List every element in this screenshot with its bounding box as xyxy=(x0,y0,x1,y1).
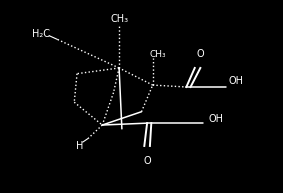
Text: CH₃: CH₃ xyxy=(110,14,128,24)
Text: CH₃: CH₃ xyxy=(150,50,166,59)
Text: OH: OH xyxy=(228,76,243,86)
Text: O: O xyxy=(196,49,204,59)
Text: H: H xyxy=(76,141,83,151)
Text: O: O xyxy=(143,156,151,166)
Text: H₂C: H₂C xyxy=(32,29,50,39)
Text: OH: OH xyxy=(209,114,224,124)
